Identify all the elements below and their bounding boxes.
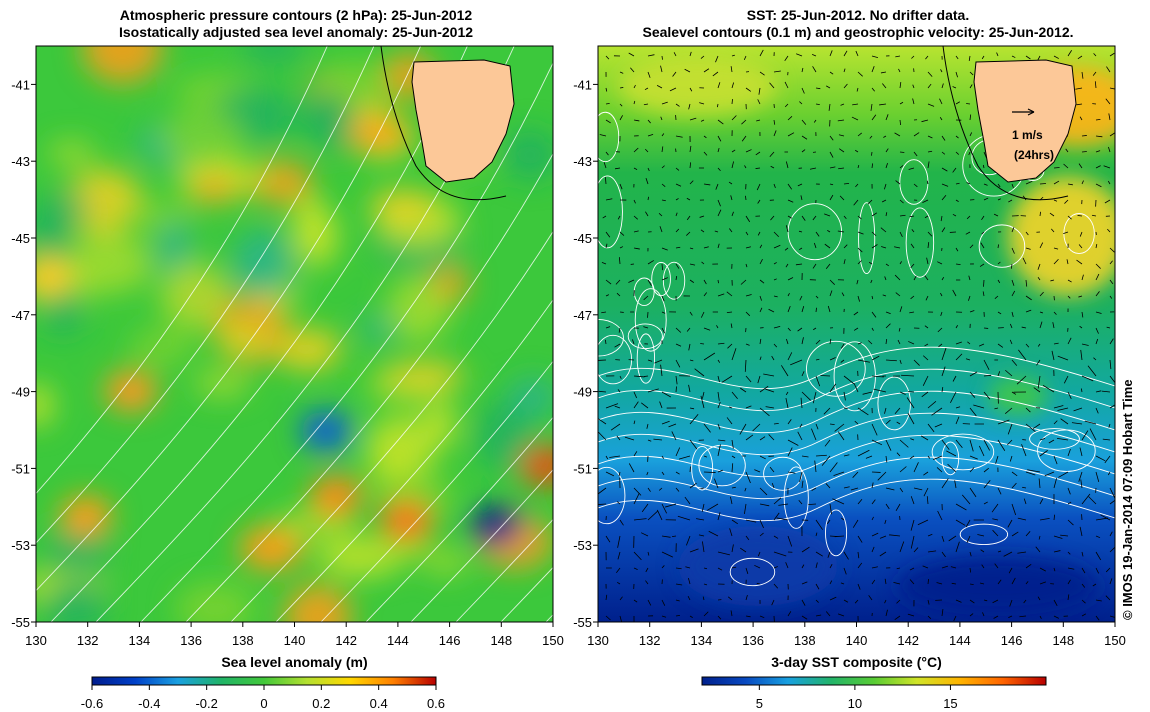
- map-frame: [598, 46, 1115, 622]
- sla-colorbar: -0.6 -0.4 -0.2 0 0.2 0.4 0.6: [78, 672, 458, 712]
- colorbar-tick-label: 15: [943, 696, 957, 711]
- lat-tick-label: -45: [573, 231, 592, 246]
- colorbar-tick-label: 0.2: [312, 696, 330, 711]
- colorbar-tick-label: 0: [260, 696, 267, 711]
- colorbar-gradient: [92, 677, 436, 685]
- lat-tick-label: -53: [573, 538, 592, 553]
- colorbar-tick-label: 0.6: [427, 696, 445, 711]
- sst-colorbar: 5 10 15: [688, 672, 1048, 712]
- lat-tick-label: -51: [573, 461, 592, 476]
- lon-tick-label: 132: [639, 633, 661, 648]
- left-xlabel: Sea level anomaly (m): [36, 654, 553, 670]
- lat-tick-label: -41: [573, 77, 592, 92]
- copyright-notice: © IMOS 19-Jan-2014 07:09 Hobart Time: [1120, 379, 1135, 620]
- lon-tick-label: 142: [897, 633, 919, 648]
- lon-tick-label: 150: [1104, 633, 1126, 648]
- lon-tick-label: 140: [846, 633, 868, 648]
- lat-tick-label: -47: [573, 308, 592, 323]
- colorbar-tick-label: 5: [756, 696, 763, 711]
- lat-tick-label: -43: [573, 154, 592, 169]
- colorbar-tick-label: 10: [848, 696, 862, 711]
- lon-tick-label: 146: [1001, 633, 1023, 648]
- right-xlabel: 3-day SST composite (°C): [598, 654, 1115, 670]
- lon-tick-label: 136: [742, 633, 764, 648]
- lat-tick-label: -49: [573, 385, 592, 400]
- colorbar-tick-label: -0.6: [81, 696, 103, 711]
- lat-tick-label: -55: [573, 615, 592, 630]
- colorbar-gradient: [702, 677, 1046, 685]
- lon-tick-label: 134: [691, 633, 713, 648]
- colorbar-tick-label: -0.4: [138, 696, 160, 711]
- lon-tick-label: 148: [1052, 633, 1074, 648]
- lon-tick-label: 130: [587, 633, 609, 648]
- lon-tick-label: 138: [794, 633, 816, 648]
- lon-tick-label: 144: [949, 633, 971, 648]
- colorbar-tick-label: 0.4: [370, 696, 388, 711]
- colorbar-tick-label: -0.2: [195, 696, 217, 711]
